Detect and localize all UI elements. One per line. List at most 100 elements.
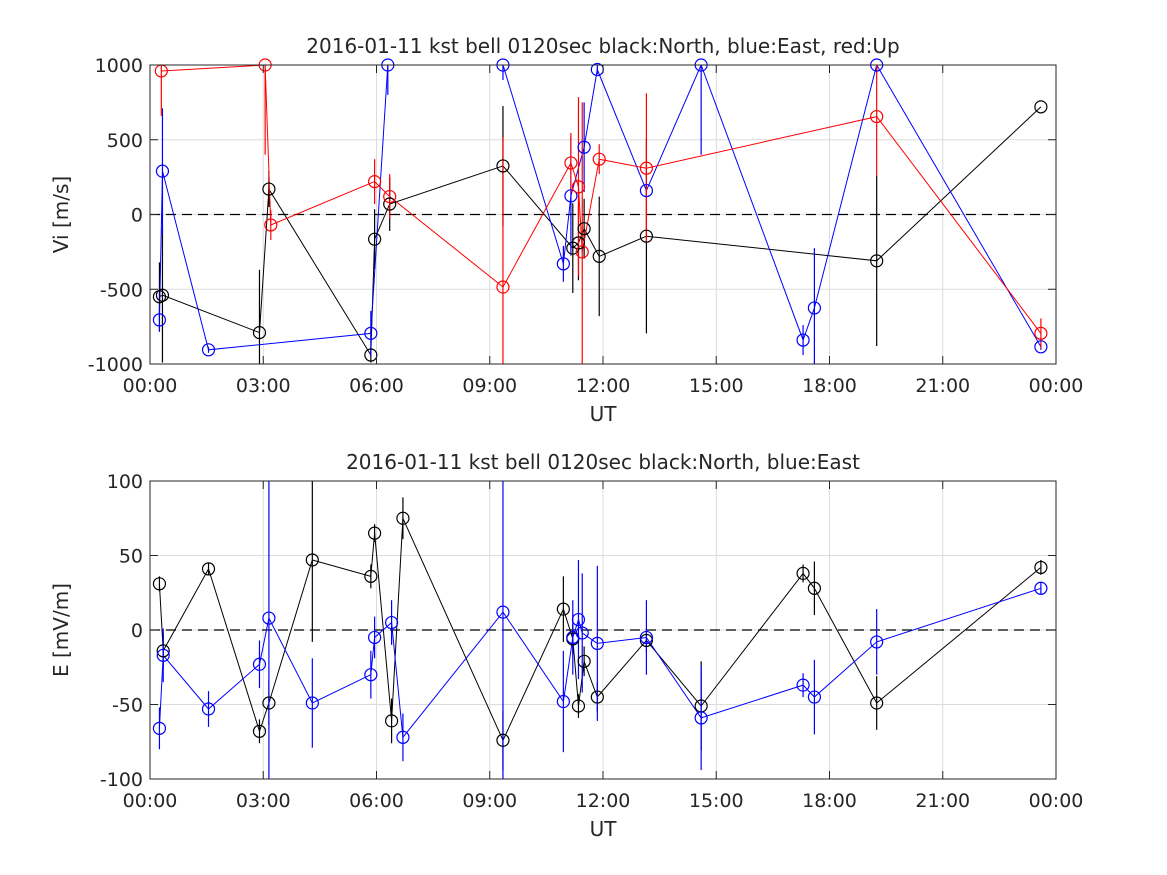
y-tick-label: 500 — [107, 130, 143, 152]
markers-east — [152, 58, 1048, 357]
data-point — [252, 657, 267, 671]
x-tick-label: 06:00 — [349, 375, 404, 397]
data-point — [385, 615, 399, 630]
data-point — [368, 630, 382, 645]
y-tick-label: 0 — [131, 205, 143, 227]
data-point — [368, 526, 382, 540]
data-point — [496, 733, 510, 747]
series-line — [158, 587, 1042, 739]
data-point — [639, 229, 654, 243]
data-point — [556, 602, 570, 616]
x-tick-label: 06:00 — [349, 790, 404, 812]
x-tick-label: 15:00 — [689, 790, 744, 812]
data-point — [383, 197, 397, 211]
y-tick-label: 1000 — [95, 55, 143, 77]
data-point — [156, 648, 170, 662]
data-point — [1034, 340, 1048, 354]
data-point — [252, 326, 267, 340]
data-point — [305, 696, 319, 710]
data-point — [368, 232, 382, 246]
markers-east — [152, 581, 1048, 744]
data-point — [496, 280, 510, 294]
data-point — [396, 730, 410, 744]
data-point — [796, 566, 810, 580]
ticks: 00:00 03:00 06:00 09:00 12:00 15:00 18:00 21:00… — [100, 471, 1084, 812]
upper-panel: 00:00 03:00 06:00 09:00 12:00 15:00 18:00 21:00… — [49, 34, 1083, 426]
series-east — [158, 65, 1042, 364]
y-tick-label: -1000 — [88, 354, 143, 376]
data-point — [368, 175, 382, 189]
data-point — [252, 724, 267, 738]
plot-area — [158, 65, 1042, 364]
y-tick-label: 100 — [107, 471, 143, 493]
data-point — [1034, 326, 1048, 340]
data-point — [556, 694, 570, 709]
data-point — [383, 189, 397, 204]
y-tick-label: 0 — [131, 620, 143, 642]
series-line — [161, 65, 1042, 334]
data-point — [1034, 100, 1048, 114]
chart-title: 2016-01-11 kst bell 0120sec black:North,… — [346, 450, 860, 474]
data-point — [577, 654, 591, 668]
series-line — [158, 518, 1042, 742]
data-point — [870, 635, 884, 649]
chart-title: 2016-01-11 kst bell 0120sec black:North,… — [306, 34, 899, 58]
series-east — [158, 481, 1042, 779]
x-axis-label: UT — [590, 817, 618, 841]
data-point — [364, 348, 378, 362]
lower-panel: 00:00 03:00 06:00 09:00 12:00 15:00 18:00 21:00… — [49, 450, 1084, 841]
data-point — [155, 164, 170, 178]
x-tick-label: 00:00 — [123, 790, 178, 812]
data-point — [870, 254, 884, 268]
data-point — [571, 612, 586, 627]
y-tick-label: -100 — [100, 769, 143, 791]
x-tick-label: 18:00 — [802, 790, 857, 812]
data-point — [592, 152, 606, 166]
plot-area — [158, 481, 1042, 779]
series-north — [158, 481, 1042, 771]
x-tick-label: 21:00 — [915, 790, 970, 812]
data-point — [305, 553, 319, 567]
data-point — [592, 249, 606, 263]
x-tick-label: 00:00 — [1029, 790, 1084, 812]
data-point — [796, 333, 810, 347]
y-tick-label: -50 — [112, 695, 143, 717]
data-point — [577, 222, 591, 236]
data-point — [571, 699, 586, 713]
data-point — [152, 577, 167, 591]
data-point — [364, 326, 378, 340]
data-point — [201, 343, 216, 357]
data-point — [575, 626, 589, 640]
data-point — [155, 288, 170, 302]
data-point — [639, 161, 654, 175]
data-point — [807, 581, 822, 595]
data-point — [364, 668, 378, 682]
x-tick-label: 12:00 — [576, 790, 631, 812]
data-point — [564, 156, 578, 170]
data-point — [639, 183, 654, 198]
data-point — [496, 159, 510, 173]
data-point — [639, 630, 654, 645]
x-tick-label: 09:00 — [462, 790, 517, 812]
y-axis-label: Vi [m/s] — [49, 176, 73, 253]
y-tick-label: -500 — [100, 279, 143, 301]
data-point — [262, 611, 276, 625]
markers-up — [154, 58, 1048, 340]
data-point — [556, 257, 570, 271]
data-point — [1034, 581, 1048, 595]
data-point — [152, 313, 167, 327]
x-tick-label: 12:00 — [576, 375, 631, 397]
data-point — [870, 696, 884, 710]
data-point — [564, 189, 578, 203]
data-point — [496, 605, 510, 619]
x-tick-label: 21:00 — [915, 375, 970, 397]
data-point — [571, 236, 586, 250]
data-point — [1034, 560, 1048, 575]
data-point — [870, 109, 884, 124]
x-tick-label: 00:00 — [123, 375, 178, 397]
data-point — [201, 702, 216, 716]
data-point — [807, 690, 822, 704]
data-point — [577, 140, 591, 154]
x-tick-label: 09:00 — [462, 375, 517, 397]
